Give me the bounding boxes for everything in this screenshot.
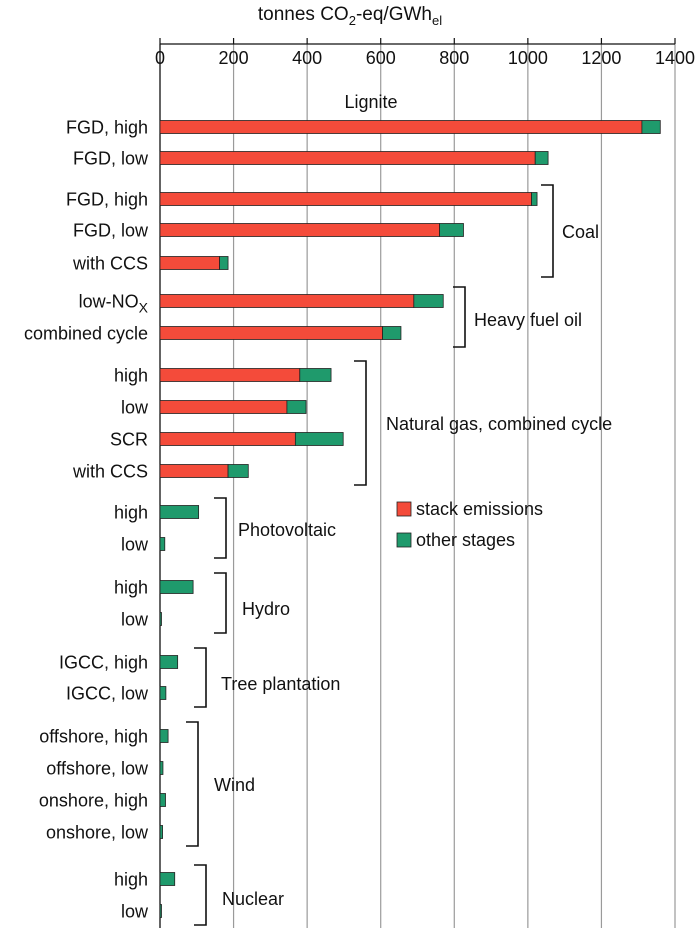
bar-other-7-0 [159, 729, 169, 743]
group-bracket-8 [194, 864, 207, 926]
x-axis-title-sub-1: 2 [348, 12, 356, 28]
bar-stack-3-2 [159, 432, 296, 446]
bar-other-8-1 [159, 904, 162, 918]
category-label-7-0: offshore, high [39, 727, 148, 747]
bar-other-6-1 [159, 686, 167, 700]
group-label-3: Natural gas, combined cycle [386, 414, 612, 434]
legend-label-1: other stages [416, 530, 515, 550]
x-axis-title-main: tonnes CO [257, 4, 349, 25]
group-bracket-1 [541, 184, 554, 278]
group-bracket-2 [453, 286, 466, 348]
bar-other-2-0 [413, 294, 444, 308]
category-label-7-3: onshore, low [46, 823, 149, 843]
group-bracket-6 [194, 647, 207, 708]
category-label-4-1: low [121, 535, 149, 555]
bar-stack-3-3 [159, 464, 229, 478]
legend-swatch-0 [396, 501, 412, 517]
group-label-6: Tree plantation [221, 674, 340, 694]
bar-other-1-2 [219, 256, 229, 270]
x-axis-title-mid: -eq/GWh [355, 4, 432, 25]
bar-other-7-1 [159, 761, 164, 775]
category-label-3-3: with CCS [72, 462, 148, 482]
tick-label-1000: 1000 [508, 48, 548, 68]
bar-other-3-1 [286, 400, 307, 414]
bar-stack-1-0 [159, 192, 532, 206]
bar-other-0-0 [641, 120, 661, 134]
tick-label-400: 400 [292, 48, 322, 68]
bar-other-4-1 [159, 537, 166, 551]
category-label-1-1: FGD, low [73, 221, 149, 241]
category-label-8-0: high [114, 870, 148, 890]
bar-other-1-1 [439, 223, 464, 237]
bar-stack-0-0 [159, 120, 643, 134]
group-bracket-4 [214, 497, 227, 559]
group-label-0: Lignite [344, 92, 397, 112]
category-label-3-2: SCR [110, 430, 148, 450]
group-label-2: Heavy fuel oil [474, 310, 582, 330]
bar-other-5-1 [159, 612, 162, 626]
bar-other-3-3 [227, 464, 249, 478]
bar-stack-2-0 [159, 294, 415, 308]
category-label-0-1: FGD, low [73, 149, 149, 169]
category-label-1-0: FGD, high [66, 190, 148, 210]
category-label-8-1: low [121, 902, 149, 922]
category-label-5-1: low [121, 610, 149, 630]
bar-other-5-0 [159, 580, 194, 594]
x-axis-title: tonnes CO2-eq/GWhel [0, 4, 700, 28]
bar-other-6-0 [159, 655, 179, 669]
legend-label-0: stack emissions [416, 499, 543, 519]
bar-other-3-2 [294, 432, 344, 446]
category-label-6-1: IGCC, low [66, 684, 149, 704]
group-bracket-3 [354, 360, 367, 486]
tick-label-800: 800 [439, 48, 469, 68]
category-label-2-1: combined cycle [24, 324, 148, 344]
bar-stack-1-2 [159, 256, 220, 270]
bar-other-4-0 [159, 505, 200, 519]
tick-label-200: 200 [219, 48, 249, 68]
group-bracket-7 [186, 721, 199, 847]
tick-label-1400: 1400 [655, 48, 695, 68]
category-label-5-0: high [114, 578, 148, 598]
bar-other-7-3 [159, 825, 163, 839]
category-label-7-1: offshore, low [46, 759, 149, 779]
bar-stack-0-1 [159, 151, 536, 165]
category-label-3-0: high [114, 366, 148, 386]
group-label-7: Wind [214, 775, 255, 795]
category-label-3-1: low [121, 398, 149, 418]
group-label-4: Photovoltaic [238, 520, 336, 540]
group-label-8: Nuclear [222, 889, 284, 909]
bar-other-3-0 [299, 368, 332, 382]
category-label-1-2: with CCS [72, 254, 148, 274]
category-label-2-0: low-NOX [79, 292, 149, 316]
bar-other-2-1 [382, 326, 402, 340]
group-label-5: Hydro [242, 599, 290, 619]
bar-stack-3-0 [159, 368, 301, 382]
tick-label-1200: 1200 [581, 48, 621, 68]
bar-other-8-0 [159, 872, 176, 886]
bar-other-1-0 [531, 192, 538, 206]
category-label-4-0: high [114, 503, 148, 523]
tick-label-600: 600 [366, 48, 396, 68]
group-bracket-5 [214, 572, 227, 634]
bar-stack-1-1 [159, 223, 440, 237]
bar-stack-2-1 [159, 326, 383, 340]
x-axis-title-sub-2: el [431, 12, 443, 28]
bar-other-0-1 [534, 151, 549, 165]
category-label-0-0: FGD, high [66, 118, 148, 138]
category-label-7-2: onshore, high [39, 791, 148, 811]
group-label-1: Coal [562, 222, 599, 242]
bar-stack-3-1 [159, 400, 288, 414]
legend-swatch-1 [396, 532, 412, 548]
category-label-6-0: IGCC, high [59, 653, 148, 673]
category-label-subscript-2-0: X [139, 300, 149, 316]
bar-other-7-2 [159, 793, 166, 807]
